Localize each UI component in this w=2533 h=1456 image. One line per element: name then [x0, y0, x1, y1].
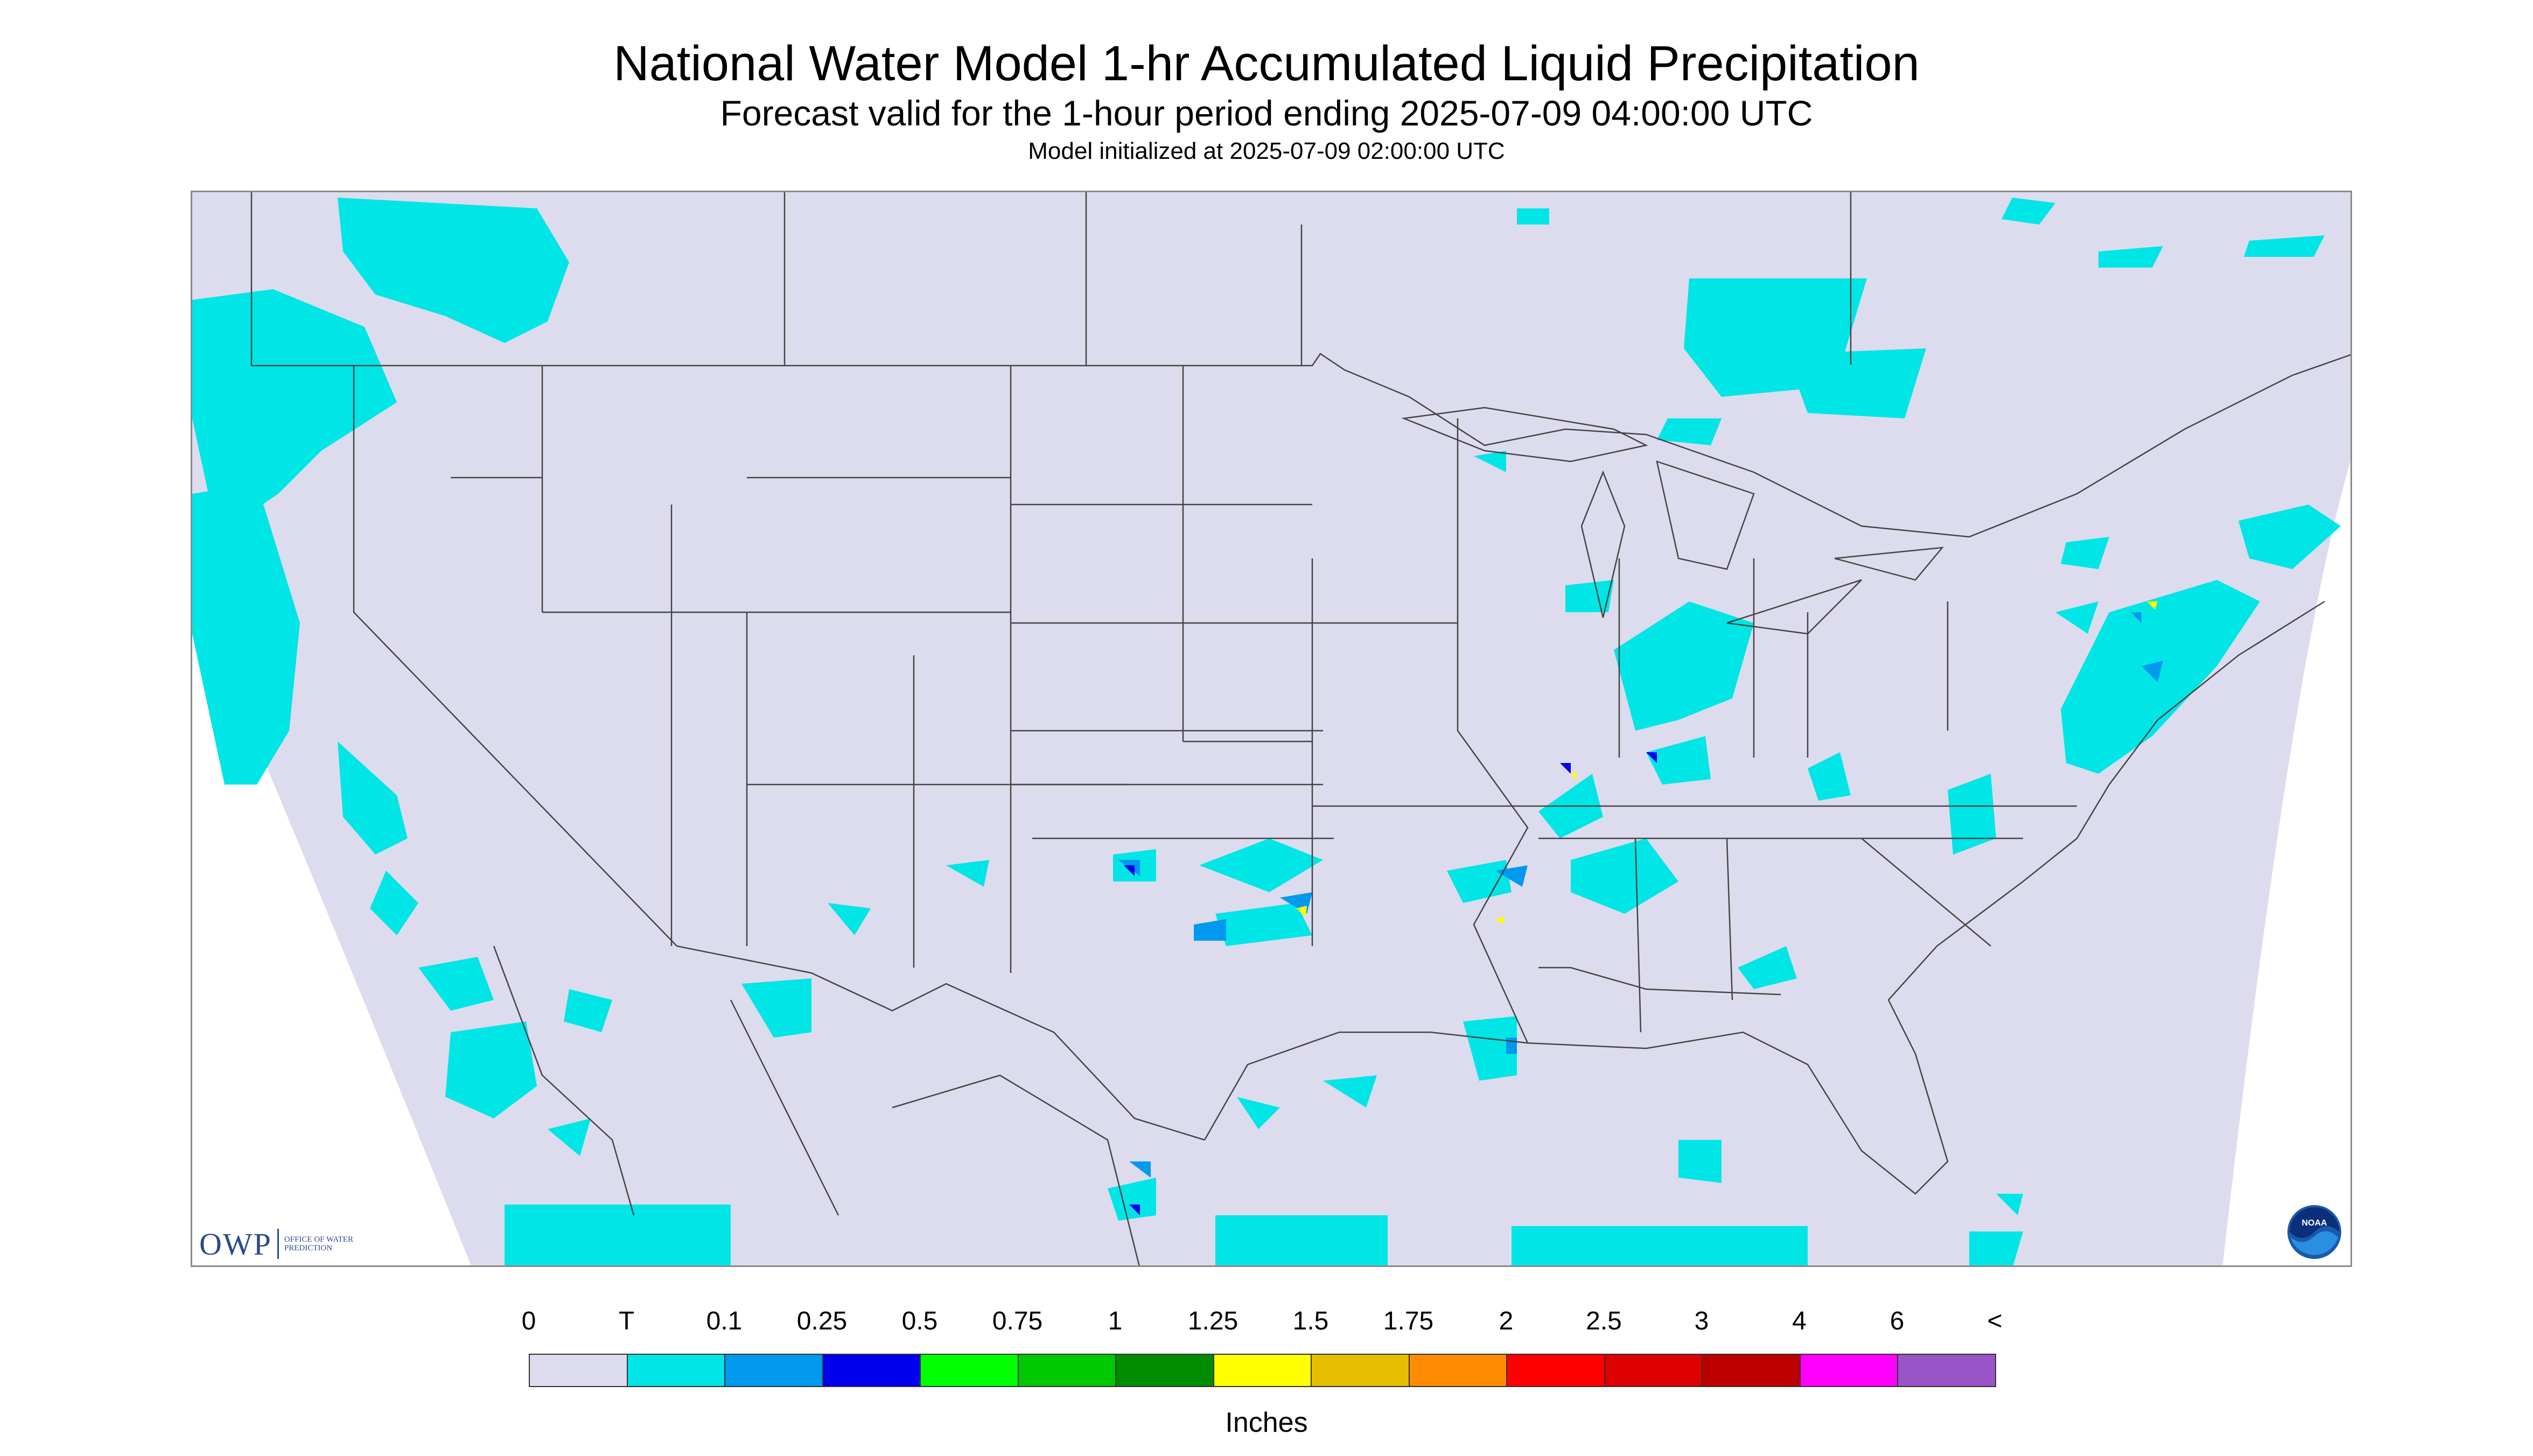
legend-swatch — [1897, 1354, 1996, 1387]
legend-label: 0.75 — [992, 1307, 1043, 1335]
legend-label: 0.25 — [796, 1307, 848, 1335]
precipitation-map — [191, 191, 2352, 1267]
noaa-logo-text: NOAA — [2301, 1219, 2327, 1228]
precip-moderate-areas — [1118, 612, 2163, 1178]
owp-logo: OWP Office of Water Prediction — [199, 1226, 365, 1262]
map-subtitle: Forecast valid for the 1-hour period end… — [720, 93, 1813, 133]
legend-swatch — [822, 1354, 921, 1387]
legend-swatch — [1115, 1354, 1214, 1387]
legend-swatch — [724, 1354, 823, 1387]
legend-swatch — [1017, 1354, 1116, 1387]
legend-swatch — [529, 1354, 628, 1387]
legend-label: < — [1987, 1307, 2003, 1335]
legend-label: 0 — [521, 1307, 536, 1335]
legend-swatch — [626, 1354, 725, 1387]
legend-swatch — [1604, 1354, 1703, 1387]
legend-label: 1.75 — [1383, 1307, 1434, 1335]
legend-label: 1.25 — [1187, 1307, 1238, 1335]
legend-swatch — [1213, 1354, 1312, 1387]
owp-separator — [277, 1229, 279, 1259]
noaa-logo-icon: NOAA — [2287, 1205, 2341, 1259]
owp-wordmark: OWP — [199, 1226, 272, 1262]
precip-light-areas — [192, 198, 2341, 1265]
legend-swatch — [1408, 1354, 1507, 1387]
legend-units: Inches — [1225, 1407, 1308, 1438]
legend-label: 0.1 — [706, 1307, 743, 1335]
legend-swatch — [1702, 1354, 1801, 1387]
legend-swatch — [1799, 1354, 1898, 1387]
state-borders — [250, 192, 2350, 1265]
map-domain — [192, 192, 2350, 1265]
legend-label: 2 — [1499, 1307, 1514, 1335]
legend-label: 3 — [1694, 1307, 1709, 1335]
legend-label: 1 — [1108, 1307, 1123, 1335]
model-init-label: Model initialized at 2025-07-09 02:00:00… — [1028, 138, 1505, 164]
legend-swatch — [920, 1354, 1019, 1387]
precip-hot-spots — [1296, 601, 2158, 925]
legend-label: 2.5 — [1586, 1307, 1622, 1335]
legend-swatch — [1506, 1354, 1605, 1387]
map-title: National Water Model 1-hr Accumulated Li… — [613, 36, 1920, 91]
legend-swatch — [1311, 1354, 1410, 1387]
legend-label: 1.5 — [1292, 1307, 1329, 1335]
owp-subtitle: Office of Water Prediction — [284, 1235, 353, 1252]
legend-label: T — [618, 1307, 635, 1335]
precip-heavy-areas — [1124, 752, 1657, 1215]
legend-label: 6 — [1890, 1307, 1905, 1335]
legend-label: 4 — [1792, 1307, 1807, 1335]
legend-color-bar — [529, 1354, 1996, 1388]
legend-label: 0.5 — [901, 1307, 938, 1335]
